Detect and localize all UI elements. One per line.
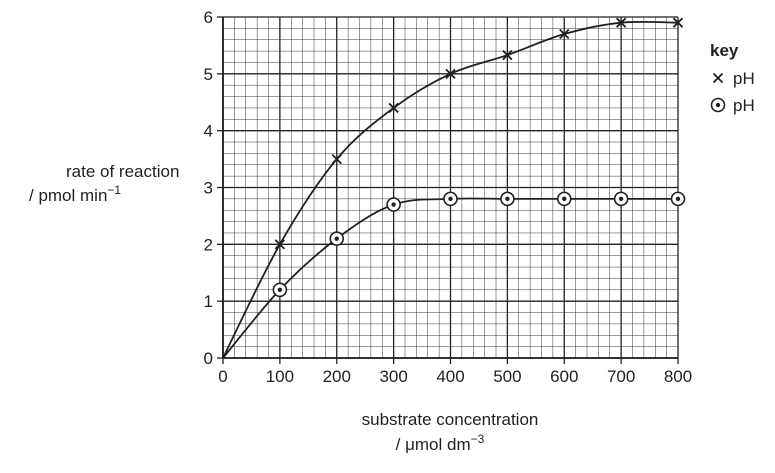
circle-centre-dot	[334, 236, 339, 241]
legend-cross-marker	[712, 72, 724, 84]
legend-cross-icon	[712, 72, 724, 84]
x-tick-label: 800	[664, 367, 692, 386]
data-point-circle	[500, 191, 515, 207]
data-point-cross	[274, 239, 286, 250]
y-axis-label-exponent: −1	[107, 183, 121, 197]
cross-stroke	[388, 102, 399, 114]
y-axis-label-line2: / pmol min−1	[29, 183, 121, 205]
data-point-cross	[331, 153, 342, 165]
cross-stroke	[445, 68, 456, 79]
circle-centre-dot	[618, 196, 624, 202]
legend: key pH pH	[710, 41, 755, 115]
x-tick-labels: 0 100 200 300 400 500 600 700 800	[218, 367, 692, 386]
x-axis-label-line2: / μmol dm−3	[396, 432, 485, 454]
legend-circle-marker	[710, 97, 726, 113]
y-axis-label-unit: / pmol min	[29, 186, 107, 205]
circle-centre-dot	[277, 287, 283, 292]
cross-stroke	[615, 17, 627, 28]
y-tick-label: 0	[204, 349, 213, 368]
circle-centre-dot	[391, 202, 396, 207]
data-point-circle	[556, 191, 572, 207]
y-axis-label-line1: rate of reaction	[66, 162, 179, 181]
y-tick-label: 1	[204, 292, 213, 311]
cross-stroke	[502, 49, 513, 61]
axes	[217, 16, 679, 364]
x-tick-label: 200	[323, 367, 351, 386]
x-tick-label: 0	[218, 367, 227, 386]
data-point-cross	[672, 17, 684, 28]
circle-centre-dot	[505, 196, 510, 202]
x-tick-label: 700	[607, 367, 635, 386]
circle-centre-dot	[448, 196, 453, 202]
cross-stroke	[331, 153, 342, 165]
data-point-circle	[613, 191, 629, 207]
x-tick-label: 300	[379, 367, 407, 386]
y-tick-label: 3	[204, 179, 213, 198]
legend-title: key	[710, 41, 739, 60]
data-point-cross	[388, 102, 399, 114]
legend-circle-dot-icon	[710, 97, 726, 113]
data-point-circle	[272, 282, 288, 298]
cross-stroke	[712, 72, 724, 84]
y-tick-label: 4	[204, 122, 213, 141]
cross-stroke	[274, 239, 286, 250]
x-axis-label-exponent: −3	[471, 432, 485, 446]
y-tick-label: 5	[204, 65, 213, 84]
y-tick-labels: 0 1 2 3 4 5 6	[204, 8, 213, 368]
data-point-cross	[615, 17, 627, 28]
data-point-cross	[502, 49, 513, 61]
cross-stroke	[559, 28, 570, 40]
x-tick-label: 500	[493, 367, 521, 386]
data-point-circle	[329, 231, 345, 246]
x-tick-label: 600	[550, 367, 578, 386]
legend-entry-0: pH	[733, 69, 755, 88]
data-points	[272, 17, 686, 298]
legend-entry-1: pH	[733, 96, 755, 115]
y-tick-label: 6	[204, 8, 213, 27]
x-tick-label: 400	[436, 367, 464, 386]
data-point-cross	[559, 28, 570, 40]
cross-stroke	[672, 17, 684, 28]
circle-centre-dot	[562, 196, 567, 202]
y-tick-label: 2	[204, 235, 213, 254]
circle-centre-dot	[675, 196, 681, 202]
circle-centre-dot	[715, 102, 721, 108]
data-point-circle	[443, 191, 458, 207]
x-tick-label: 100	[266, 367, 294, 386]
x-axis-label-unit: / μmol dm	[396, 435, 471, 454]
data-point-circle	[386, 197, 401, 212]
data-point-circle	[670, 191, 686, 207]
data-point-cross	[445, 68, 456, 79]
x-axis-label-line1: substrate concentration	[362, 410, 539, 429]
